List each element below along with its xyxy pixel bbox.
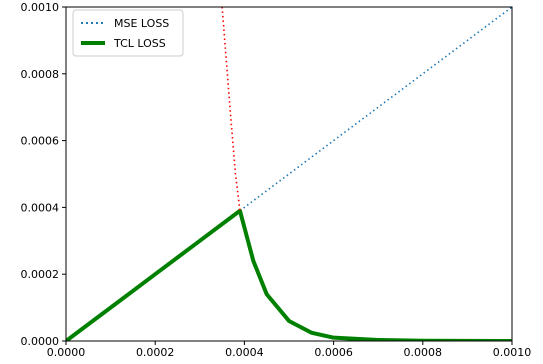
series-line-2 xyxy=(221,7,241,211)
x-tick-label: 0.0010 xyxy=(493,346,532,359)
x-tick-label: 0.0008 xyxy=(404,346,443,359)
series-layer xyxy=(66,7,512,341)
legend-mse-label: MSE LOSS xyxy=(114,17,169,30)
y-tick-label: 0.0006 xyxy=(21,135,60,148)
y-tick-label: 0.0002 xyxy=(21,268,60,281)
y-tick-label: 0.0008 xyxy=(21,68,60,81)
x-tick-label: 0.0004 xyxy=(225,346,264,359)
x-tick-label: 0.0000 xyxy=(47,346,86,359)
y-tick-label: 0.0000 xyxy=(21,335,60,348)
axes-layer: 0.0000 0.0002 0.0004 0.0006 0.0008 0.0010 0.00… xyxy=(21,1,532,359)
x-tick-label: 0.0002 xyxy=(136,346,175,359)
series-line-1 xyxy=(66,208,512,341)
y-tick-label: 0.0004 xyxy=(21,201,60,214)
legend-tcl-label: TCL LOSS xyxy=(113,37,166,50)
series-line-0 xyxy=(239,7,512,212)
y-tick-label: 0.0010 xyxy=(21,1,60,14)
legend: MSE LOSS TCL LOSS xyxy=(72,9,184,57)
x-tick-label: 0.0006 xyxy=(314,346,353,359)
axes-frame xyxy=(65,6,513,342)
